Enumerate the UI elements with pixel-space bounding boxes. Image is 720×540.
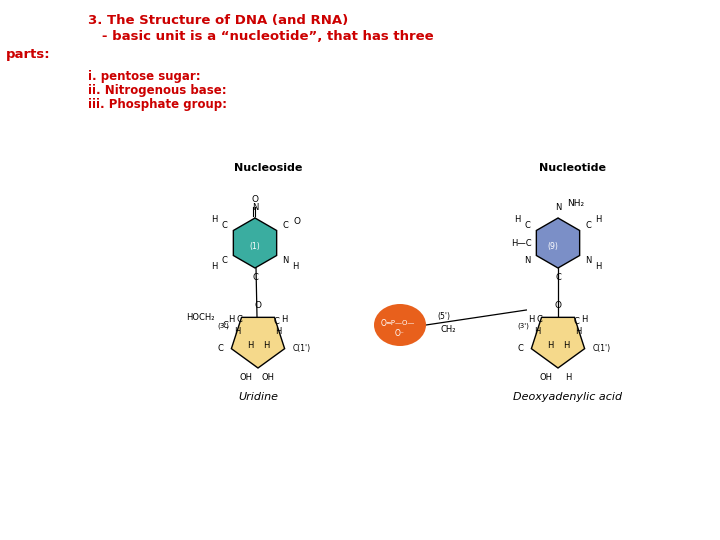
Text: H: H (528, 315, 535, 324)
Text: O⁻: O⁻ (395, 329, 405, 339)
Text: C: C (574, 317, 580, 326)
Text: C: C (237, 315, 243, 324)
Text: ii. Nitrogenous base:: ii. Nitrogenous base: (88, 84, 227, 97)
Text: H: H (595, 262, 602, 271)
Text: (3'): (3') (217, 322, 230, 329)
Text: O: O (294, 217, 301, 226)
Text: H: H (234, 327, 240, 336)
Text: H: H (263, 341, 269, 349)
Text: H: H (282, 315, 288, 324)
Text: C: C (585, 221, 591, 230)
Text: NH₂: NH₂ (567, 199, 585, 208)
Text: (3'): (3') (518, 322, 529, 329)
Text: O: O (251, 195, 258, 205)
Text: =P—O—: =P—O— (385, 320, 415, 326)
Text: HOCH₂: HOCH₂ (186, 313, 215, 321)
Text: O: O (554, 300, 562, 309)
Text: OH: OH (240, 374, 253, 382)
Text: Uridine: Uridine (238, 392, 278, 402)
Text: N: N (252, 204, 258, 213)
Polygon shape (233, 218, 276, 268)
Text: C: C (222, 256, 228, 265)
Text: H: H (575, 327, 582, 336)
Text: C: C (222, 221, 228, 230)
Text: H: H (546, 341, 553, 349)
Text: (9): (9) (548, 242, 559, 252)
Polygon shape (231, 318, 284, 368)
Text: parts:: parts: (6, 48, 50, 61)
Text: C: C (282, 221, 288, 230)
Text: N: N (282, 256, 289, 265)
Text: i. pentose sugar:: i. pentose sugar: (88, 70, 201, 83)
Text: OH: OH (539, 374, 552, 382)
Text: Deoxyadenylic acid: Deoxyadenylic acid (513, 392, 623, 402)
Text: N: N (555, 204, 561, 213)
Text: C: C (518, 344, 523, 353)
Text: H—C: H—C (511, 239, 531, 247)
Text: H: H (514, 215, 521, 224)
Text: C: C (217, 344, 223, 353)
Text: C(1'): C(1') (292, 344, 311, 353)
Text: (1): (1) (250, 242, 261, 252)
Text: CH₂: CH₂ (440, 325, 456, 334)
Polygon shape (531, 318, 585, 368)
Text: H: H (228, 315, 235, 324)
Text: H: H (563, 341, 570, 349)
Text: H: H (247, 341, 253, 349)
Text: N: N (585, 256, 592, 265)
Text: H: H (595, 215, 602, 224)
Polygon shape (536, 218, 580, 268)
Text: Nucleoside: Nucleoside (234, 163, 302, 173)
Text: C: C (555, 273, 561, 282)
Text: C: C (274, 317, 279, 326)
Text: OH: OH (261, 374, 274, 382)
Text: H: H (564, 374, 571, 382)
Text: H: H (211, 262, 217, 271)
Ellipse shape (374, 304, 426, 346)
Text: (5'): (5') (438, 313, 451, 321)
Text: - basic unit is a “nucleotide”, that has three: - basic unit is a “nucleotide”, that has… (88, 30, 433, 43)
Text: 3. The Structure of DNA (and RNA): 3. The Structure of DNA (and RNA) (88, 14, 348, 27)
Text: O⁻: O⁻ (381, 319, 391, 327)
Text: O: O (254, 300, 261, 309)
Text: H: H (292, 262, 299, 271)
Text: C: C (222, 321, 228, 330)
Text: H: H (581, 315, 588, 324)
Text: C: C (252, 273, 258, 282)
Text: Nucleotide: Nucleotide (539, 163, 606, 173)
Text: C: C (536, 315, 542, 324)
Text: C(1'): C(1') (593, 344, 611, 353)
Text: H: H (211, 215, 217, 224)
Text: C: C (525, 221, 531, 230)
Text: H: H (534, 327, 541, 336)
Text: iii. Phosphate group:: iii. Phosphate group: (88, 98, 227, 111)
Text: N: N (524, 256, 531, 265)
Text: H: H (275, 327, 282, 336)
